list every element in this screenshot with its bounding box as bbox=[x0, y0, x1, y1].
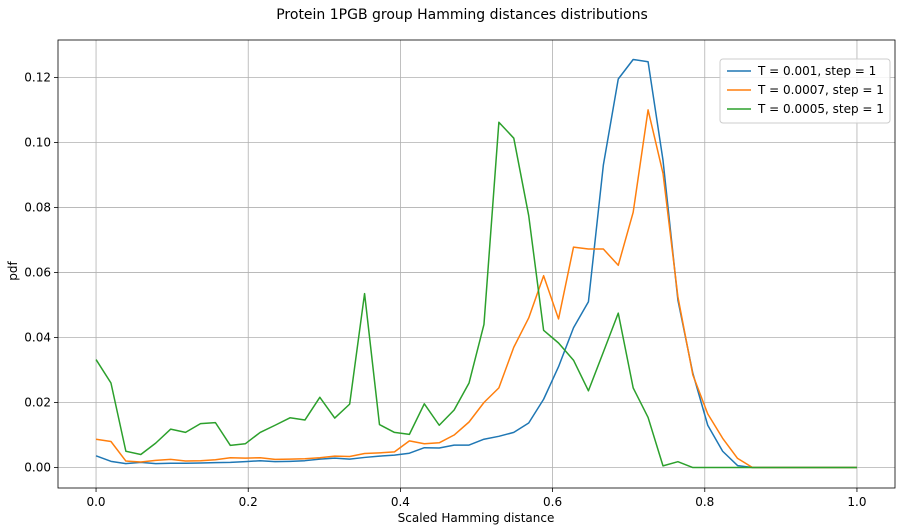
y-axis-label: pdf bbox=[6, 261, 20, 281]
x-axis-ticks: 0.0 0.2 0.4 0.6 0.8 1.0 bbox=[86, 488, 867, 509]
y-tick-label: 0.04 bbox=[24, 330, 51, 344]
legend-label-2: T = 0.0007, step = 1 bbox=[757, 83, 884, 97]
x-tick-label: 0.6 bbox=[543, 495, 562, 509]
legend: T = 0.001, step = 1 T = 0.0007, step = 1 T… bbox=[719, 58, 891, 124]
series-line-1 bbox=[95, 58, 857, 469]
y-tick-label: 0.08 bbox=[24, 200, 51, 214]
x-axis-label: Scaled Hamming distance bbox=[398, 511, 555, 525]
y-tick-label: 0.10 bbox=[24, 135, 51, 149]
x-tick-label: 0.8 bbox=[695, 495, 714, 509]
legend-label-3: T = 0.0005, step = 1 bbox=[757, 102, 884, 116]
series-lines bbox=[95, 58, 857, 469]
x-tick-label: 0.4 bbox=[391, 495, 410, 509]
y-tick-label: 0.12 bbox=[24, 70, 51, 84]
y-tick-label: 0.06 bbox=[24, 265, 51, 279]
axes-frame bbox=[57, 39, 896, 489]
y-tick-label: 0.00 bbox=[24, 461, 51, 475]
series-line-2 bbox=[95, 109, 857, 469]
plot-area bbox=[57, 39, 896, 489]
y-tick-label: 0.02 bbox=[24, 395, 51, 409]
y-axis-ticks: 0.00 0.02 0.04 0.06 0.08 0.10 0.12 bbox=[24, 70, 58, 475]
x-tick-label: 0.0 bbox=[86, 495, 105, 509]
legend-label-1: T = 0.001, step = 1 bbox=[757, 64, 876, 78]
x-tick-label: 1.0 bbox=[847, 495, 866, 509]
series-line-3 bbox=[95, 121, 857, 469]
legend-box bbox=[719, 58, 891, 124]
chart-title: Protein 1PGB group Hamming distances dis… bbox=[276, 7, 648, 23]
x-tick-label: 0.2 bbox=[239, 495, 258, 509]
